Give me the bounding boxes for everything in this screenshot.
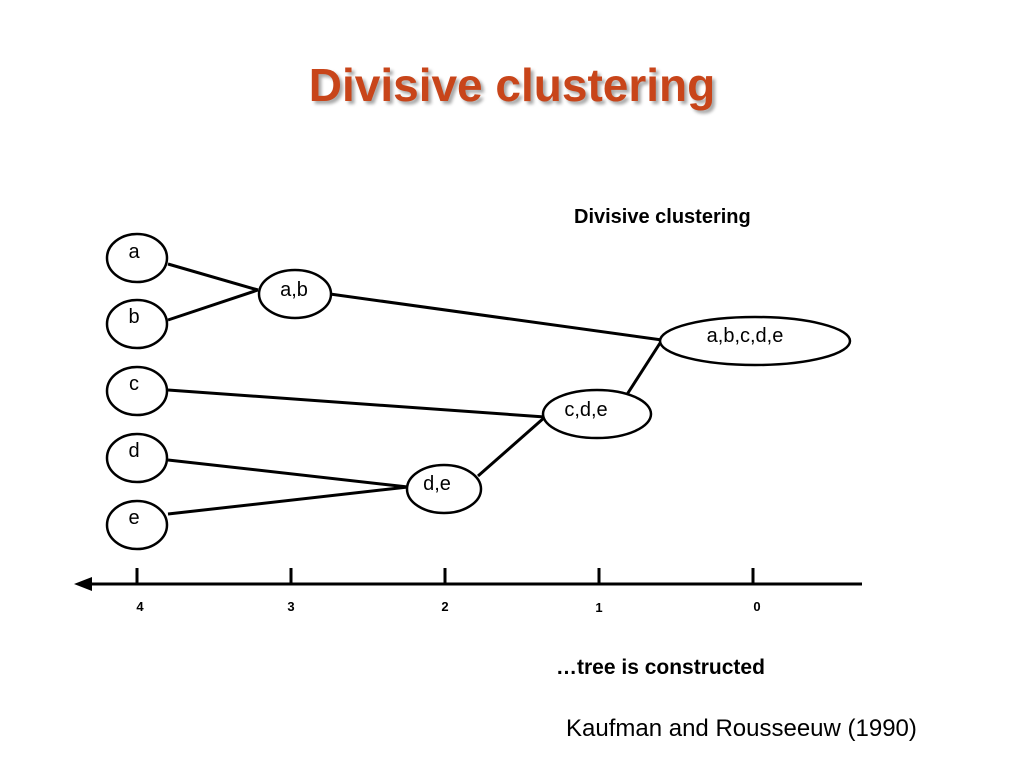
leaf-node-c: c	[105, 365, 169, 417]
tick-label: 4	[136, 599, 144, 614]
slide-title: Divisive clustering	[308, 59, 716, 111]
cluster-node-ab: a,b	[257, 268, 333, 320]
cluster-node-cde: c,d,e	[541, 388, 653, 440]
edge-cde-root	[624, 339, 664, 397]
tick-label: 1	[595, 600, 602, 615]
edge-b-ab	[167, 288, 259, 322]
leaf-label-e: e	[128, 507, 139, 529]
step-axis: 4 3 2 1 0	[74, 568, 862, 615]
diagram-title: Divisive clustering	[574, 206, 751, 228]
cluster-node-de: d,e	[405, 463, 483, 515]
cluster-label-root: a,b,c,d,e	[707, 325, 784, 347]
edge-a-ab	[167, 262, 259, 292]
axis-arrow-icon	[74, 577, 92, 591]
leaf-label-a: a	[128, 241, 140, 263]
cluster-label-cde: c,d,e	[564, 399, 607, 421]
edge-c-cde	[167, 388, 546, 419]
leaf-node-e: e	[105, 499, 169, 551]
edge-de-cde	[477, 415, 546, 478]
edge-ab-root	[329, 292, 663, 342]
tick-label: 0	[753, 599, 760, 614]
leaf-node-d: d	[105, 432, 169, 484]
leaf-label-b: b	[128, 306, 139, 328]
leaf-node-a: a	[105, 232, 169, 284]
leaf-label-d: d	[128, 440, 139, 462]
cluster-label-de: d,e	[423, 473, 451, 495]
leaf-label-c: c	[129, 373, 139, 395]
edge-e-de	[167, 485, 409, 516]
citation: Kaufman and Rousseeuw (1990)	[566, 715, 917, 742]
tick-label: 3	[287, 599, 294, 614]
leaf-node-b: b	[105, 298, 169, 350]
caption: …tree is constructed	[556, 656, 765, 679]
tick-label: 2	[441, 599, 448, 614]
cluster-label-ab: a,b	[280, 279, 308, 301]
edge-d-de	[167, 458, 409, 489]
cluster-node-root: a,b,c,d,e	[658, 315, 852, 367]
dendrogram-edges	[167, 262, 664, 516]
